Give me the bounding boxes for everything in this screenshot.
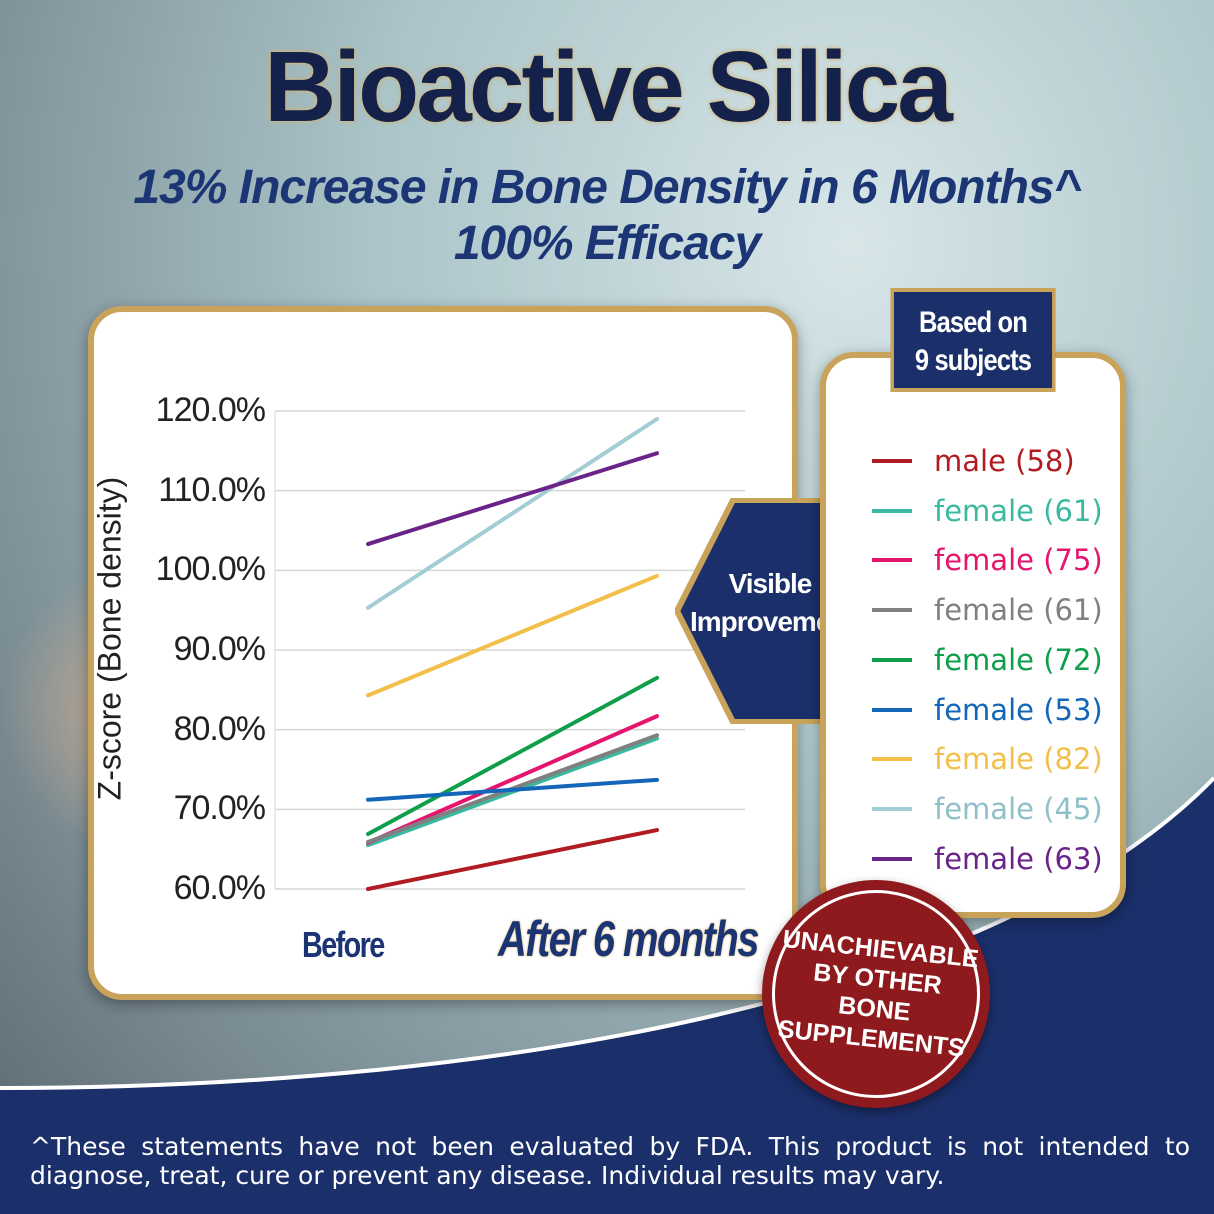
legend-label: female (61): [934, 493, 1103, 528]
legend-item: female (61): [872, 494, 1103, 528]
fda-disclaimer: ^These statements have not been evaluate…: [30, 1132, 1190, 1190]
y-tick-label: 90.0%: [173, 630, 266, 668]
legend-label: female (53): [934, 692, 1103, 727]
legend-label: female (72): [934, 642, 1103, 677]
legend-label: female (63): [934, 841, 1103, 876]
subjects-badge: Based on 9 subjects: [890, 288, 1056, 392]
legend-swatch: [872, 657, 912, 662]
legend-item: female (75): [872, 543, 1103, 577]
legend-item: female (61): [872, 593, 1103, 627]
subtitle-increase: 13% Increase in Bone Density in 6 Months…: [133, 161, 1081, 214]
legend-panel: male (58) female (61) female (75) female (6…: [820, 352, 1126, 918]
y-axis-label: Z-score (Bone density): [91, 476, 128, 801]
y-tick-label: 60.0%: [173, 869, 266, 907]
y-tick-label: 120.0%: [155, 391, 266, 429]
y-tick-label: 70.0%: [173, 789, 266, 828]
legend-item: female (72): [872, 643, 1103, 677]
legend-item: male (58): [872, 444, 1075, 478]
legend-swatch: [872, 806, 912, 811]
legend-item: female (63): [872, 842, 1103, 876]
legend-swatch: [872, 757, 912, 762]
page-title: Bioactive Silica: [264, 31, 953, 143]
legend-swatch: [872, 459, 912, 463]
y-tick-label: 80.0%: [173, 709, 266, 748]
legend-swatch: [872, 508, 912, 513]
y-tick-label: 110.0%: [158, 470, 266, 509]
callout-line1: Visible: [728, 568, 813, 599]
subtitle-efficacy: 100% Efficacy: [453, 217, 761, 270]
legend-label: male (58): [934, 444, 1075, 478]
legend-swatch: [872, 707, 912, 712]
legend-swatch: [872, 558, 912, 563]
y-tick-label: 100.0%: [155, 550, 266, 589]
legend-label: female (82): [934, 742, 1103, 777]
x-label-after: After 6 months: [498, 911, 759, 967]
badge-line1: Based on: [919, 306, 1028, 339]
legend-swatch: [872, 608, 912, 613]
legend-label: female (75): [934, 543, 1103, 578]
seal-text: UNACHIEVABLE BY OTHER BONE SUPPLEMENTS: [761, 879, 991, 1109]
badge-line2: 9 subjects: [914, 344, 1032, 377]
legend-label: female (45): [934, 791, 1103, 826]
red-seal: UNACHIEVABLE BY OTHER BONE SUPPLEMENTS: [761, 879, 991, 1109]
legend-item: female (53): [872, 693, 1103, 727]
x-label-before: Before: [302, 924, 385, 965]
legend-item: female (45): [872, 792, 1103, 826]
legend-swatch: [872, 856, 912, 861]
legend-label: female (61): [934, 593, 1103, 628]
legend-item: female (82): [872, 742, 1103, 776]
